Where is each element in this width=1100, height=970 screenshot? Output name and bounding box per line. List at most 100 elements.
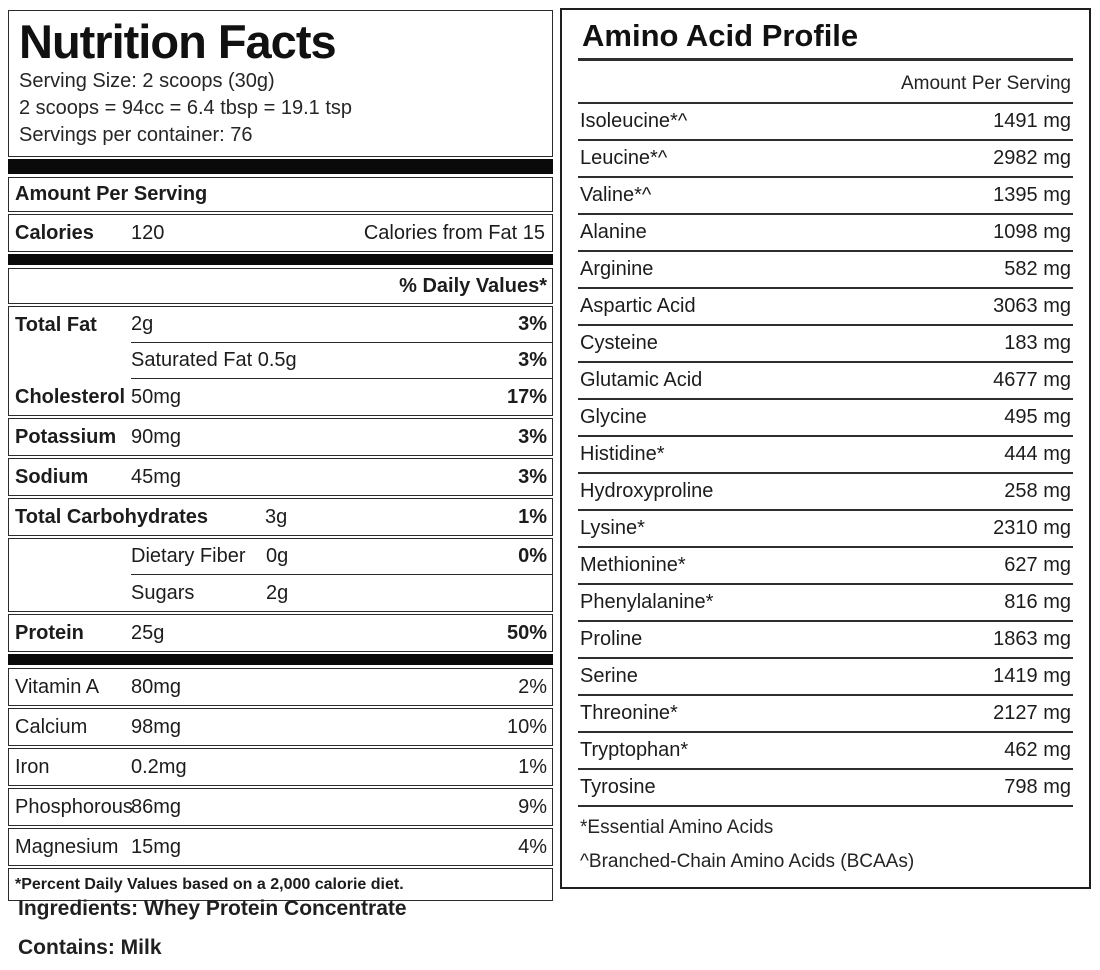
calories-from-fat: Calories from Fat 15 [363,221,545,244]
amino-acid-name: Histidine* [580,443,665,465]
amino-acid-row: Lysine* 2310 mg [578,511,1073,548]
total-fat-label: Total Fat [15,313,97,336]
row-potassium: Potassium 90mg 3% [9,419,552,455]
amino-acid-row: Valine*^ 1395 mg [578,178,1073,215]
iron-pct: 1% [518,755,547,778]
amino-acid-row: Tryptophan* 462 mg [578,733,1073,770]
calories-value: 120 [131,221,165,244]
nutrition-facts-panel: Nutrition Facts Serving Size: 2 scoops (… [8,10,553,903]
amino-acid-name: Leucine*^ [580,147,668,169]
sugars-value: 2g [266,581,289,604]
amino-footnote-line: ^Branched-Chain Amino Acids (BCAAs) [580,851,915,872]
amino-acid-amount: 462 mg [1004,739,1071,761]
protein-label: Protein [15,621,84,644]
amino-acid-amount: 495 mg [1004,406,1071,428]
vitamin-a-pct: 2% [518,675,547,698]
serving-info-line: Serving Size: 2 scoops (30g) [19,70,275,92]
sodium-label: Sodium [15,465,89,488]
protein-pct: 50% [506,621,547,644]
amino-acid-row: Aspartic Acid 3063 mg [578,289,1073,326]
dietary-fiber-label: Dietary Fiber [131,545,246,567]
amino-acid-amount: 4677 mg [993,369,1071,391]
row-calories: Calories 120 Calories from Fat 15 [9,215,552,251]
total-carbohydrates-pct: 1% [518,505,547,528]
total-carbohydrates-label: Total Carbohydrates [15,505,208,528]
row-magnesium: Magnesium 15mg 4% [9,829,552,865]
ingredients-text: Ingredients: Whey Protein Concentrate [18,897,407,920]
amino-acid-amount: 627 mg [1004,554,1071,576]
nutrition-facts-header: Nutrition Facts Serving Size: 2 scoops (… [8,10,553,157]
thick-divider-bar [8,254,553,265]
serving-info: Serving Size: 2 scoops (30g) 2 scoops = … [19,68,544,148]
total-carbohydrates-value: 3g [265,505,288,528]
amino-acid-amount: 1491 mg [993,110,1071,132]
iron-section: Iron 0.2mg 1% [8,748,553,786]
amino-acid-row: Methionine* 627 mg [578,548,1073,585]
row-cholesterol: Cholesterol 50mg 17% [9,379,552,415]
amount-per-serving-row: Amount Per Serving [9,178,552,211]
thick-divider-bar [8,159,553,174]
phosphorous-pct: 9% [518,795,547,818]
saturated-fat-label: Saturated Fat 0.5g [131,349,297,371]
amino-acid-name: Proline [580,628,643,650]
protein-section: Protein 25g 50% [8,614,553,652]
amino-acid-profile-title: Amino Acid Profile [578,10,1073,61]
amino-acid-amount: 1863 mg [993,628,1071,650]
amino-acid-amount: 444 mg [1004,443,1071,465]
amino-footnotes: *Essential Amino Acids ^Branched-Chain A… [578,807,1073,875]
amino-acid-row: Phenylalanine* 816 mg [578,585,1073,622]
vitamin-a-label: Vitamin A [15,675,100,698]
amino-acid-row: Tyrosine 798 mg [578,770,1073,807]
amino-acid-name: Cysteine [580,332,658,354]
amino-acid-name: Serine [580,665,638,687]
daily-values-header-section: % Daily Values* [8,268,553,304]
cholesterol-label: Cholesterol [15,385,126,408]
amino-acid-name: Aspartic Acid [580,295,696,317]
amino-acid-name: Hydroxyproline [580,480,714,502]
amino-acid-row: Histidine* 444 mg [578,437,1073,474]
phosphorous-section: Phosphorous 86mg 9% [8,788,553,826]
calcium-value: 98mg [131,715,182,738]
iron-value: 0.2mg [131,755,187,778]
amount-per-serving-section: Amount Per Serving [8,177,553,212]
potassium-pct: 3% [518,425,547,448]
row-vitamin-a: Vitamin A 80mg 2% [9,669,552,705]
row-total-fat: Total Fat 2g 3% [9,307,552,343]
dietary-fiber-pct: 0% [518,545,547,567]
magnesium-section: Magnesium 15mg 4% [8,828,553,866]
cholesterol-pct: 17% [506,385,547,408]
row-iron: Iron 0.2mg 1% [9,749,552,785]
amino-acid-name: Isoleucine*^ [580,110,688,132]
sodium-section: Sodium 45mg 3% [8,458,553,496]
dietary-fiber-value: 0g [266,545,289,567]
amino-acid-amount: 1098 mg [993,221,1071,243]
amino-acid-name: Glutamic Acid [580,369,703,391]
nutrition-facts-title: Nutrition Facts [19,15,337,68]
row-protein: Protein 25g 50% [9,615,552,651]
potassium-value: 90mg [131,425,182,448]
cholesterol-value: 50mg [131,385,182,408]
amino-acid-amount: 2310 mg [993,517,1071,539]
amino-acid-row: Glutamic Acid 4677 mg [578,363,1073,400]
amino-acid-row: Threonine* 2127 mg [578,696,1073,733]
amino-acid-amount: 582 mg [1004,258,1071,280]
amino-acid-amount: 3063 mg [993,295,1071,317]
total-fat-value: 2g [131,313,154,335]
footnote-section: *Percent Daily Values based on a 2,000 c… [8,868,553,901]
row-phosphorous: Phosphorous 86mg 9% [9,789,552,825]
calcium-pct: 10% [506,715,547,738]
amino-acid-row: Alanine 1098 mg [578,215,1073,252]
amino-acid-name: Valine*^ [580,184,652,206]
amino-acid-row: Serine 1419 mg [578,659,1073,696]
row-saturated-fat: Saturated Fat 0.5g 3% [9,343,552,379]
calories-label: Calories [15,221,94,244]
sugars-label: Sugars [131,581,195,604]
amino-footnote-line: *Essential Amino Acids [580,817,774,838]
thick-divider-bar [8,654,553,665]
amino-acid-amount: 798 mg [1004,776,1071,798]
potassium-label: Potassium [15,425,117,448]
phosphorous-value: 86mg [131,795,182,818]
iron-label: Iron [15,755,50,778]
fat-cholesterol-section: Total Fat 2g 3% Saturated Fat 0.5g 3% Ch… [8,306,553,416]
